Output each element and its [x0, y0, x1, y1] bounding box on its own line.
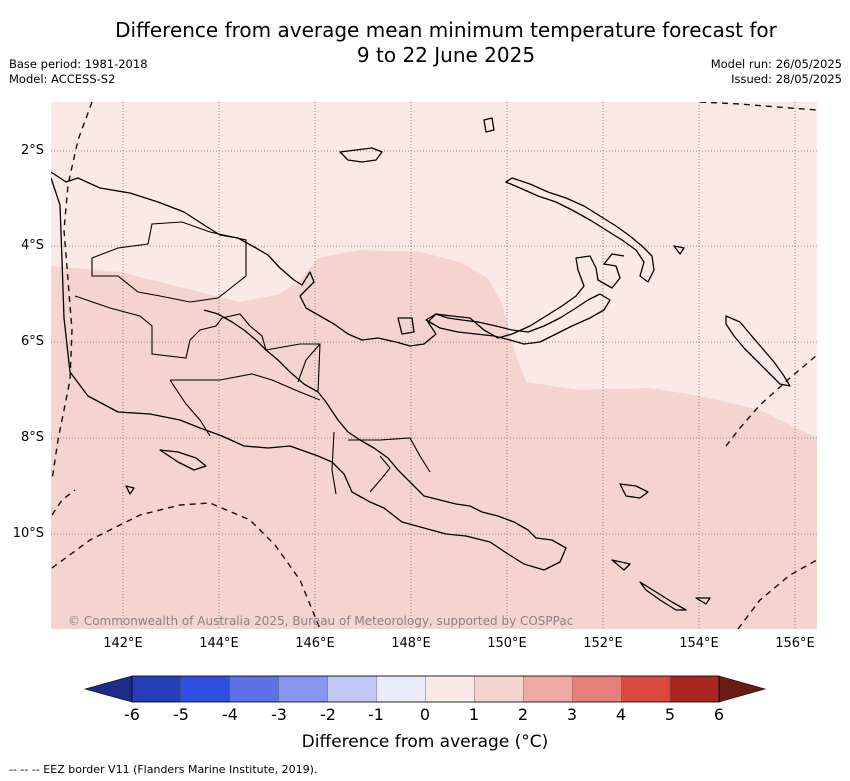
lon-label: 152°E: [583, 636, 623, 651]
colorbar-band: [229, 675, 279, 703]
lon-label: 154°E: [679, 636, 719, 651]
fergusson-islands: [619, 483, 649, 499]
louisiade: [639, 581, 687, 611]
colorbar-tick: 3: [566, 705, 578, 724]
new-ireland: [505, 177, 655, 283]
coastlines: [51, 117, 791, 611]
colorbar: [83, 675, 767, 703]
colorbar-band: [131, 675, 182, 703]
new-britain: [425, 293, 611, 345]
meta-right: Model run: 26/05/2025 Issued: 28/05/2025: [711, 57, 842, 87]
colorbar-max-arrow: [718, 675, 767, 703]
colorbar-tick: -6: [124, 705, 140, 724]
lat-label: 6°S: [20, 334, 44, 349]
colorbar-tick: -4: [222, 705, 238, 724]
lat-label: 10°S: [12, 526, 44, 541]
model-name: Model: ACCESS-S2: [9, 72, 116, 86]
misima: [695, 597, 711, 605]
colorbar-tick: -5: [173, 705, 189, 724]
colorbar-band: [621, 675, 671, 703]
colorbar-tick: -2: [320, 705, 336, 724]
kiriwina: [397, 317, 415, 335]
lat-label: 2°S: [20, 143, 44, 158]
colorbar-band: [327, 675, 377, 703]
lon-label: 156°E: [775, 636, 815, 651]
province-boundaries: [74, 221, 431, 495]
colorbar-band: [523, 675, 573, 703]
colorbar-band: [572, 675, 622, 703]
colorbar-tick: 5: [664, 705, 676, 724]
colorbar-band: [180, 675, 230, 703]
colorbar-min-arrow: [83, 675, 133, 703]
lat-label: 4°S: [20, 238, 44, 253]
lon-label: 146°E: [295, 636, 335, 651]
colorbar-tick: 2: [517, 705, 529, 724]
colorbar-tick: 4: [615, 705, 627, 724]
colorbar-tick: 1: [468, 705, 480, 724]
lon-label: 148°E: [391, 636, 431, 651]
mussau: [483, 117, 495, 133]
fly-delta: [159, 449, 207, 471]
colorbar-band: [376, 675, 426, 703]
bougainville: [725, 315, 791, 387]
title-line-1: Difference from average mean minimum tem…: [115, 18, 777, 42]
eez-legend-note: -- -- -- EEZ border V11 (Flanders Marine…: [9, 763, 318, 776]
graticule: [51, 102, 817, 629]
title-line-2: 9 to 22 June 2025: [356, 43, 536, 67]
chart-title: Difference from average mean minimum tem…: [0, 18, 850, 68]
colorbar-tick: -1: [368, 705, 384, 724]
copyright-notice: © Commonwealth of Australia 2025, Bureau…: [68, 614, 574, 628]
colorbar-title: Difference from average (°C): [301, 732, 549, 752]
eez-border: [51, 102, 817, 629]
anomaly-region-1-to-2: [51, 250, 817, 629]
colorbar-tick: 6: [713, 705, 725, 724]
colorbar-band: [669, 675, 720, 703]
woodlark: [611, 559, 631, 571]
lihir: [673, 245, 685, 255]
meta-left: Base period: 1981-2018 Model: ACCESS-S2: [9, 57, 148, 87]
lon-label: 144°E: [199, 636, 239, 651]
lon-label: 142°E: [103, 636, 143, 651]
lat-label: 8°S: [20, 430, 44, 445]
model-run: Model run: 26/05/2025: [710, 57, 842, 71]
base-period: Base period: 1981-2018: [9, 57, 148, 71]
colorbar-band: [474, 675, 524, 703]
papua-peninsula: [203, 309, 349, 433]
lon-label: 150°E: [487, 636, 527, 651]
issued-date: Issued: 28/05/2025: [731, 72, 842, 86]
manus-island: [339, 147, 383, 163]
colorbar-tick: -3: [271, 705, 287, 724]
new-guinea-coast-south: [51, 177, 567, 571]
torres-islands: [125, 485, 135, 495]
colorbar-tick: 0: [419, 705, 431, 724]
colorbar-band: [425, 675, 475, 703]
colorbar-band: [278, 675, 328, 703]
